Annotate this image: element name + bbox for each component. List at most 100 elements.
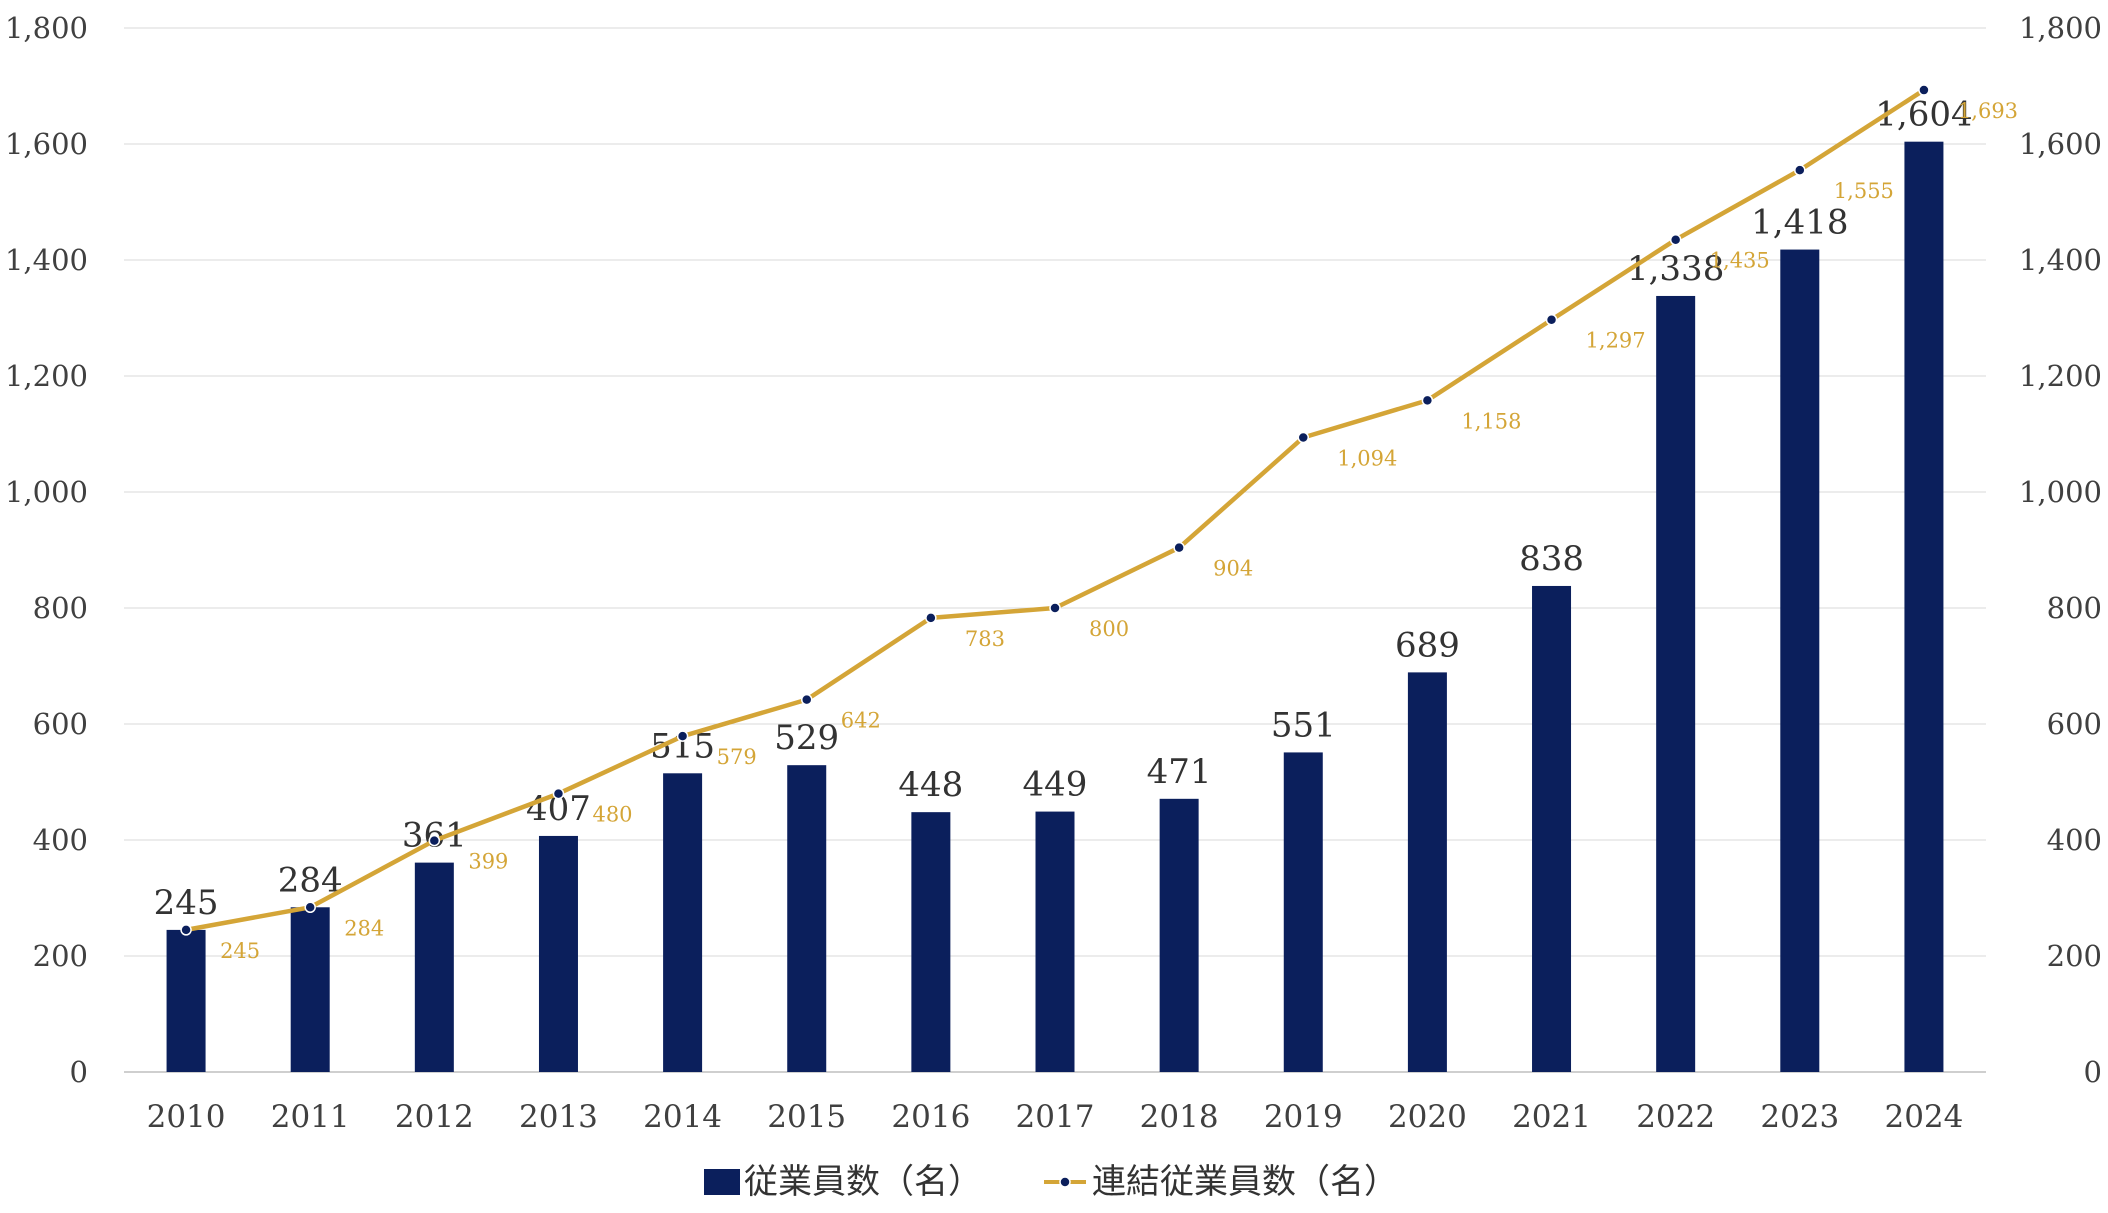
y-left-tick-label: 0 <box>70 1055 88 1089</box>
bar-data-label: 245 <box>154 883 219 923</box>
bar <box>1035 811 1075 1072</box>
line-point <box>1918 84 1930 96</box>
bar <box>1407 672 1447 1072</box>
bar <box>1780 249 1820 1072</box>
bar <box>911 812 951 1072</box>
line-point <box>552 787 565 800</box>
y-right-tick-label: 1,800 <box>2019 11 2102 45</box>
line-data-label: 284 <box>344 916 384 940</box>
x-tick-label: 2010 <box>147 1099 226 1135</box>
legend-bar-label: 従業員数（名） <box>744 1162 982 1202</box>
bar-data-label: 689 <box>1395 625 1460 665</box>
line-point <box>1545 313 1558 326</box>
line-data-label: 904 <box>1213 557 1253 581</box>
x-tick-label: 2023 <box>1760 1099 1839 1135</box>
x-tick-label: 2019 <box>1264 1099 1343 1135</box>
line-data-label: 579 <box>717 745 757 769</box>
bar-data-label: 1,604 <box>1875 95 1972 135</box>
legend-line-marker <box>1059 1176 1071 1188</box>
line-data-label: 1,158 <box>1461 409 1521 433</box>
y-right-tick-label: 1,400 <box>2019 243 2102 277</box>
y-left-tick-label: 1,200 <box>5 359 88 393</box>
y-right-tick-label: 800 <box>2047 591 2102 625</box>
line-point <box>1421 394 1434 407</box>
bar <box>1159 798 1199 1072</box>
line-point <box>925 612 937 624</box>
x-tick-label: 2011 <box>271 1099 350 1135</box>
line-point <box>180 924 192 936</box>
bar <box>1904 141 1944 1072</box>
x-tick-label: 2017 <box>1016 1099 1095 1135</box>
y-left-tick-label: 400 <box>33 823 88 857</box>
line-point <box>1669 233 1682 246</box>
bar <box>1532 585 1572 1072</box>
y-left-tick-label: 800 <box>33 591 88 625</box>
bar-data-label: 551 <box>1271 705 1336 745</box>
line-data-label: 1,435 <box>1710 249 1770 273</box>
x-tick-label: 2018 <box>1140 1099 1219 1135</box>
x-tick-label: 2021 <box>1512 1099 1591 1135</box>
legend: 従業員数（名） 連結従業員数（名） <box>704 1162 1398 1202</box>
bar-data-label: 1,418 <box>1751 203 1848 243</box>
line-data-label: 1,693 <box>1958 99 2018 123</box>
bar-data-label: 529 <box>774 718 839 758</box>
x-tick-label: 2015 <box>767 1099 846 1135</box>
line-point <box>428 834 441 847</box>
line-point <box>1173 541 1185 554</box>
y-left-tick-label: 1,000 <box>5 475 88 509</box>
y-right-tick-label: 1,000 <box>2019 475 2102 509</box>
x-axis: 2010 2011 2012 2013 2014 2015 2016 2017 2018 2019… <box>147 1099 1964 1135</box>
line-data-label: 399 <box>468 850 508 874</box>
y-left-tick-label: 600 <box>33 707 88 741</box>
bar-data-label: 449 <box>1023 765 1088 805</box>
y-axis-right: 0 200 400 600 800 1,000 1,200 1,400 1,600 1,800 <box>2019 11 2102 1089</box>
bar-data-label: 1,338 <box>1627 249 1724 289</box>
bar <box>166 929 206 1072</box>
x-tick-label: 2016 <box>891 1099 970 1135</box>
y-axis-left: 0 200 400 600 800 1,000 1,200 1,400 1,600 1,800 <box>5 11 88 1089</box>
line-data-label: 245 <box>220 939 260 963</box>
bar-series: 2452843614075155294484494715516898381,33… <box>154 95 1973 1073</box>
y-right-tick-label: 200 <box>2047 939 2102 973</box>
y-left-tick-label: 200 <box>33 939 88 973</box>
bar <box>538 835 578 1072</box>
x-tick-label: 2013 <box>519 1099 598 1135</box>
y-right-tick-label: 600 <box>2047 707 2102 741</box>
line-data-label: 783 <box>965 627 1005 651</box>
y-right-tick-label: 1,200 <box>2019 359 2102 393</box>
legend-line-label: 連結従業員数（名） <box>1092 1162 1398 1202</box>
y-right-tick-label: 0 <box>2084 1055 2102 1089</box>
legend-bar-swatch <box>704 1169 740 1195</box>
bar-data-label: 838 <box>1519 539 1584 579</box>
x-tick-label: 2022 <box>1636 1099 1715 1135</box>
line-point <box>1297 431 1310 444</box>
line-point <box>676 730 689 742</box>
bar <box>787 765 827 1072</box>
line-point <box>1794 164 1806 176</box>
x-tick-label: 2024 <box>1884 1099 1963 1135</box>
y-left-tick-label: 1,600 <box>5 127 88 161</box>
bar <box>414 862 454 1072</box>
line-data-label: 1,094 <box>1337 446 1397 470</box>
line-data-label: 1,555 <box>1834 179 1894 203</box>
bar <box>663 773 703 1072</box>
line-data-label: 480 <box>592 803 632 827</box>
bar-data-label: 471 <box>1147 752 1212 792</box>
bar-data-label: 448 <box>898 765 963 805</box>
bar <box>290 907 330 1072</box>
x-tick-label: 2020 <box>1388 1099 1467 1135</box>
bar <box>1656 295 1696 1073</box>
line-data-label: 800 <box>1089 617 1129 641</box>
line-data-label: 642 <box>841 709 881 733</box>
y-right-tick-label: 1,600 <box>2019 127 2102 161</box>
y-left-tick-label: 1,800 <box>5 11 88 45</box>
line-series: 245 284 399 480 579 642 783 800 904 1,094 1,158 1,2… <box>180 84 2018 963</box>
bar <box>1283 752 1323 1072</box>
x-tick-label: 2014 <box>643 1099 722 1135</box>
y-left-tick-label: 1,400 <box>5 243 88 277</box>
line-point <box>800 693 813 706</box>
line-data-label: 1,297 <box>1586 329 1646 353</box>
y-right-tick-label: 400 <box>2047 823 2102 857</box>
line-point <box>304 901 316 914</box>
